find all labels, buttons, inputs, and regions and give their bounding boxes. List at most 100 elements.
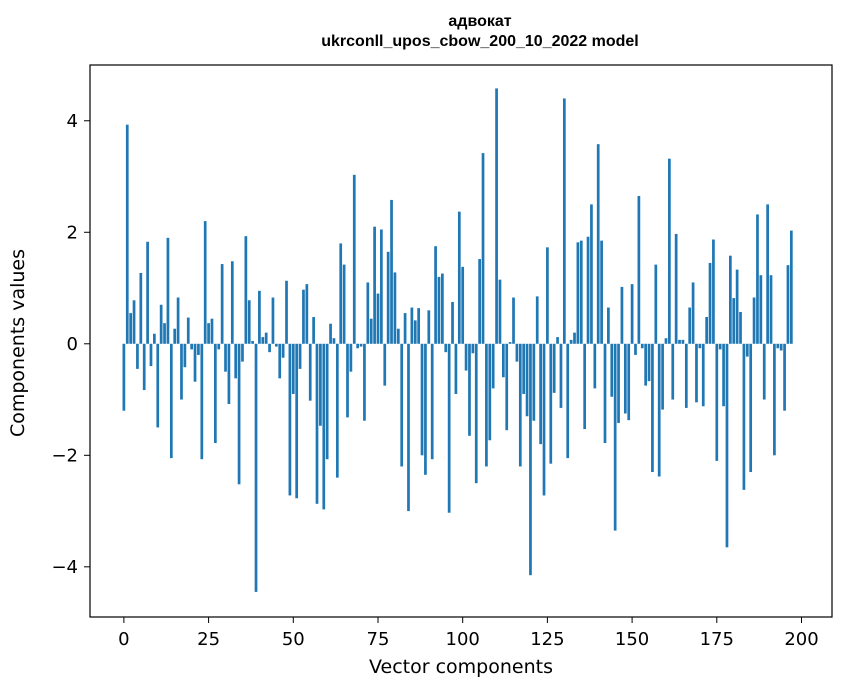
x-tick-label: 25 [197,629,220,650]
plot-frame [89,64,833,618]
bar [552,343,556,393]
bar [203,221,207,344]
bar [319,343,322,426]
bar [674,233,678,344]
bar [393,272,397,344]
bar [491,343,495,389]
bar [712,239,715,344]
x-tick-label: 0 [118,629,129,650]
bar [471,343,475,354]
bar [359,343,363,347]
bar [190,343,193,350]
bar [637,196,641,344]
bar [485,343,488,467]
bar [247,300,251,344]
bar [518,343,522,467]
bar [234,343,238,379]
bar [515,343,519,362]
bar [627,343,631,421]
bar [535,296,539,344]
bar [163,323,166,344]
bar [237,343,241,485]
bar [325,343,329,460]
bar [139,272,143,344]
bar [193,343,197,382]
bar [532,343,536,421]
bar [210,318,214,344]
y-tick-label: 4 [67,111,78,132]
bar [583,343,587,430]
bar [322,343,326,510]
bar [644,343,648,386]
bar [224,343,227,372]
bar [420,343,424,456]
bar [207,323,210,344]
bar [508,342,512,344]
bar [732,298,736,344]
bar [620,286,624,344]
y-axis-ticks: −4 −2 0 2 4 [51,111,90,578]
bar [593,343,597,389]
bar [173,328,177,344]
bar [742,343,746,490]
bar [766,204,769,344]
bar [461,266,465,344]
bar [464,343,468,371]
bar [312,317,315,344]
bar [681,339,685,344]
bar [356,343,360,349]
bar [220,264,224,344]
x-tick-label: 75 [367,629,390,650]
bar [346,343,349,418]
bar [298,343,302,369]
bar [349,343,353,372]
bar [400,343,404,467]
bar [607,307,610,344]
bar [352,174,356,344]
bar [729,255,732,344]
bar [451,301,454,344]
bar [481,153,485,344]
bar [407,343,410,512]
bar [441,273,444,344]
bar [596,144,600,344]
bar [756,214,759,344]
bar [478,259,481,344]
bar [671,343,675,400]
bar [651,343,654,473]
bar [329,323,332,344]
bar [779,343,783,351]
bar [573,332,576,344]
bar [447,343,451,513]
bar [264,332,268,344]
bar [776,343,780,349]
bar [474,343,478,484]
bar [149,343,153,367]
x-tick-label: 125 [530,629,564,650]
bar [125,124,129,344]
bar [271,297,275,344]
bar [705,317,708,344]
bar [613,343,617,531]
bar [498,279,502,344]
bar [556,337,559,344]
bar [386,251,390,344]
bar [437,276,441,344]
bar [285,280,288,344]
bar [241,343,244,362]
bar [457,211,461,344]
bar [549,343,553,464]
bar [739,312,742,344]
bar [183,343,187,368]
bars-group [122,88,793,592]
bar [762,343,766,400]
y-axis-label: Components values [7,248,29,438]
bar [305,284,309,344]
bar [722,343,725,407]
bar [654,264,658,344]
x-tick-label: 175 [700,629,734,650]
bar [424,343,427,475]
bar [664,338,668,344]
bar [579,240,583,344]
bar [434,246,437,344]
